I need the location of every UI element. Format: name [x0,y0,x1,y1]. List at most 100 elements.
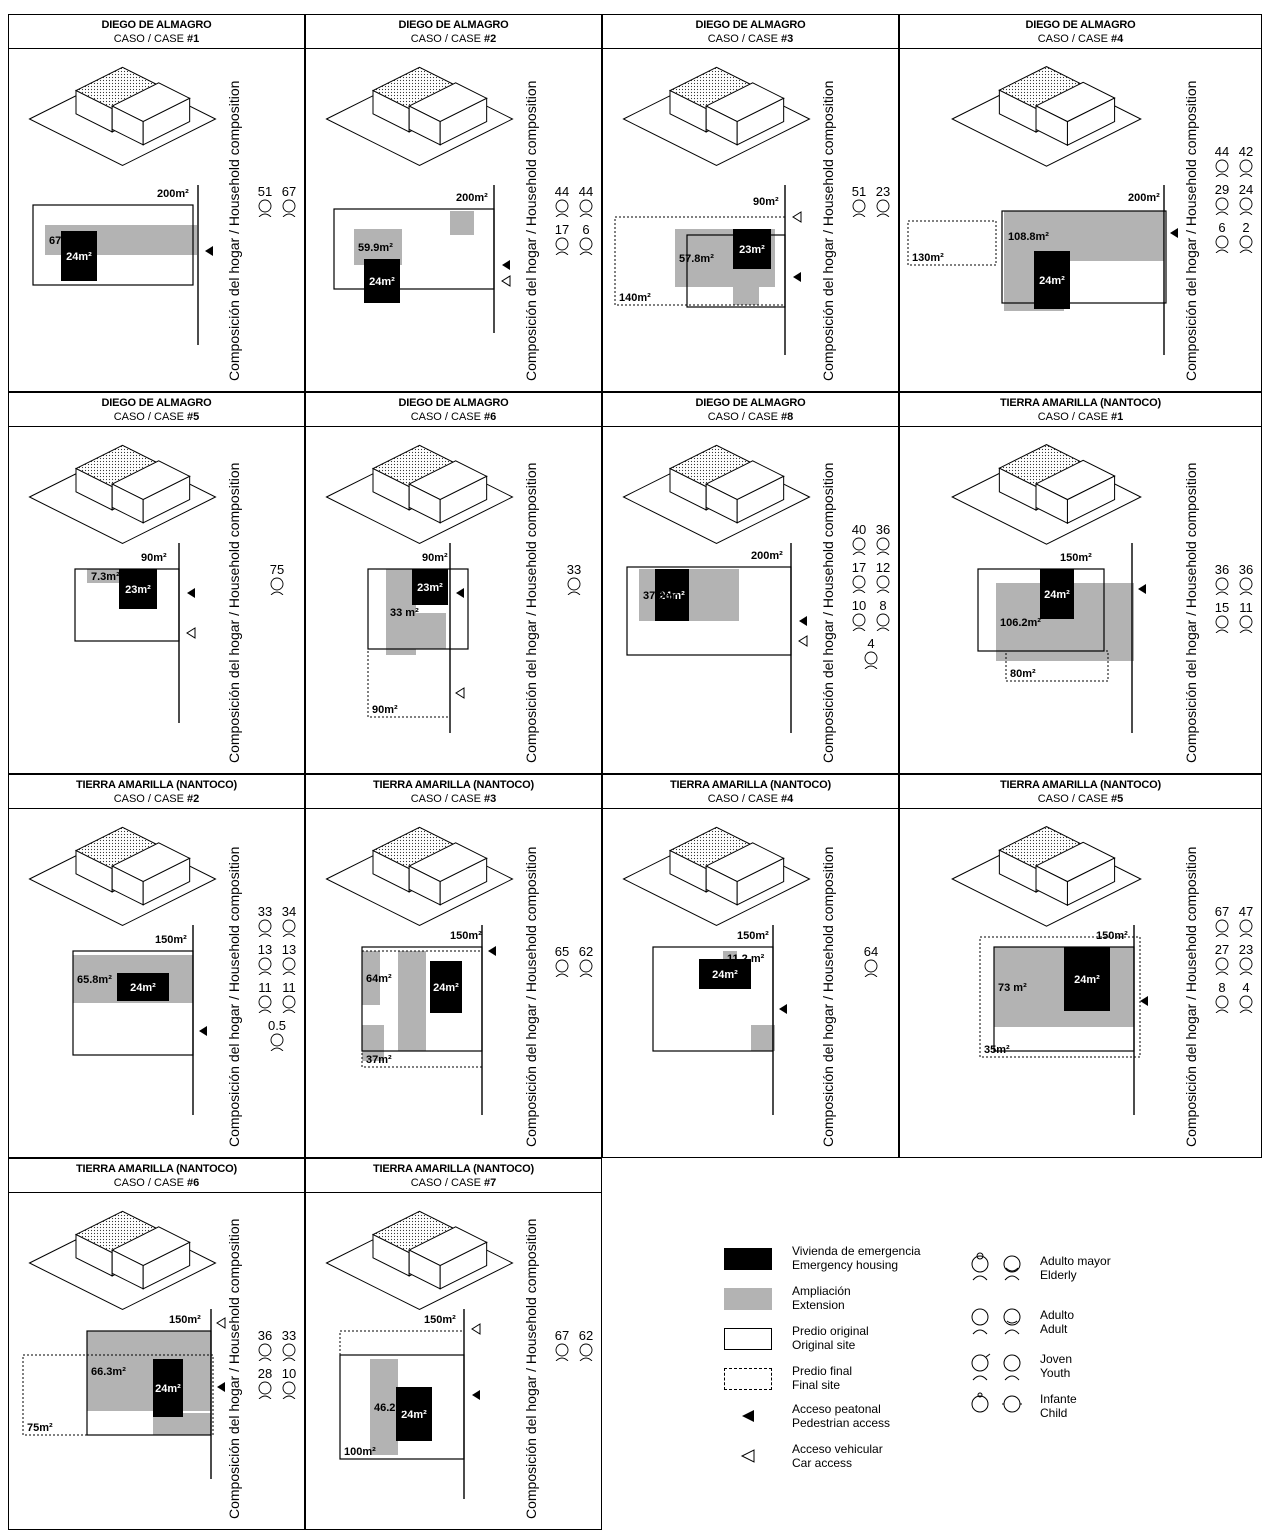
case-cell: TIERRA AMARILLA (NANTOCO) CASO / CASE #1 1… [899,392,1262,774]
household-member: 62 [577,1329,595,1361]
member-age: 65 [554,944,570,959]
case-prefix: CASO / CASE [113,33,184,45]
legend-extension-swatch [724,1288,772,1310]
household-members: 65 62 [549,945,599,983]
person-icon [876,537,890,555]
member-age: 15 [1214,600,1230,615]
emergency-house [655,569,689,621]
emergency-house [153,1359,183,1417]
case-number: CASO / CASE #1 [9,32,304,46]
pedestrian-access-icon [456,588,464,598]
household-member: 29 [1213,183,1231,215]
extension-area [87,1331,211,1411]
adult-icon [971,1308,1021,1335]
member-age: 23 [1238,942,1254,957]
final-area-label: 35m² [984,1044,1010,1056]
case-id: #6 [187,1177,200,1189]
case-number: CASO / CASE #8 [603,410,898,424]
person-icon [282,1343,296,1361]
case-prefix: CASO / CASE [113,1177,184,1189]
elderly-icons [970,1252,1026,1285]
site-area-label: 90m² [753,196,779,208]
person-icon [1239,919,1253,937]
member-age: 12 [875,560,891,575]
case-number: CASO / CASE #5 [900,792,1261,806]
person-icon [1215,919,1229,937]
member-age: 36 [1238,562,1254,577]
member-age: 47 [1238,904,1254,919]
site-plan: 150m² 24m² 64m² 37m² [361,925,496,1115]
extension-area [362,951,380,1005]
site-area-label: 150m² [737,930,769,942]
person-icon [567,577,581,595]
person-icon [1215,197,1229,215]
case-drawing: 200m² 24m² 108.8m² 130m² [907,66,1178,355]
household-member: 0.5 [268,1019,286,1051]
extension-area-label: 33 m² [390,607,419,619]
person-icon [258,995,272,1013]
emergency-area-label: 24m² [155,1383,181,1395]
member-age: 34 [281,904,297,919]
case-header: DIEGO DE ALMAGRO CASO / CASE #8 [603,393,898,427]
site-plan: 200m² 24m² 59.9m² [333,185,511,333]
car-access-icon [186,627,196,639]
emergency-house [699,959,751,989]
car-access-icon [792,211,802,223]
member-age: 8 [1218,980,1226,995]
final-area-label: 37m² [366,1054,392,1066]
household-member: 24 [1237,183,1255,215]
extension-area [362,1025,384,1061]
case-drawing: 150m² 24m² 65.8m² [28,826,217,1115]
member-age: 29 [1214,182,1230,197]
case-prefix: CASO / CASE [707,33,778,45]
emergency-house [396,1387,432,1441]
extension-area-label: 73 m² [998,982,1027,994]
household-members: 67 62 [549,1329,599,1367]
place-name: TIERRA AMARILLA (NANTOCO) [1000,397,1161,409]
child-icon [971,1392,1022,1413]
member-age: 33 [257,904,273,919]
pedestrian-access-icon [799,616,807,626]
household-member: 44 [1213,145,1231,177]
person-icon [876,575,890,593]
household-member: 27 [1213,943,1231,975]
legend-emergency-swatch [724,1248,772,1270]
household-members: 33 34 13 13 11 11 0.5 [252,905,302,1057]
household-member: 8 [874,599,892,631]
member-age: 33 [566,562,582,577]
person-icon [282,199,296,217]
person-icon [1215,577,1229,595]
member-age: 67 [1214,904,1230,919]
car-access-icon [501,275,511,287]
member-age: 62 [578,944,594,959]
person-icon [1239,159,1253,177]
emergency-house [1034,251,1070,309]
household-axis-label: Composición del hogar / Household compos… [820,846,836,1147]
final-site [907,220,997,266]
case-header: DIEGO DE ALMAGRO CASO / CASE #4 [900,15,1261,49]
case-cell: TIERRA AMARILLA (NANTOCO) CASO / CASE #3 1… [305,774,602,1158]
case-cell: TIERRA AMARILLA (NANTOCO) CASO / CASE #7 1… [305,1158,602,1530]
site-area-label: 150m² [424,1314,456,1326]
person-icon [852,199,866,217]
case-cell: DIEGO DE ALMAGRO CASO / CASE #3 90m² 23m² 57… [602,14,899,392]
household-member: 36 [1237,563,1255,595]
case-prefix: CASO / CASE [1037,411,1108,423]
emergency-area-label: 23m² [417,582,443,594]
emergency-house [61,231,97,281]
member-age: 10 [281,1366,297,1381]
case-drawing: 90m² 23m² 33 m² 90m² [325,444,514,733]
case-id: #3 [781,33,794,45]
case-number: CASO / CASE #1 [900,410,1261,424]
case-id: #4 [781,793,794,805]
extension-area-label: 64m² [366,973,392,985]
case-drawing: 90m² 23m² 7.3m² [28,444,217,723]
site-area-label: 150m² [169,1314,201,1326]
place-name: TIERRA AMARILLA (NANTOCO) [373,779,534,791]
household-member: 13 [280,943,298,975]
legend-emergency-label: Vivienda de emergencia Emergency housing [792,1244,921,1272]
original-site [32,204,194,286]
child-icons [970,1392,1026,1419]
